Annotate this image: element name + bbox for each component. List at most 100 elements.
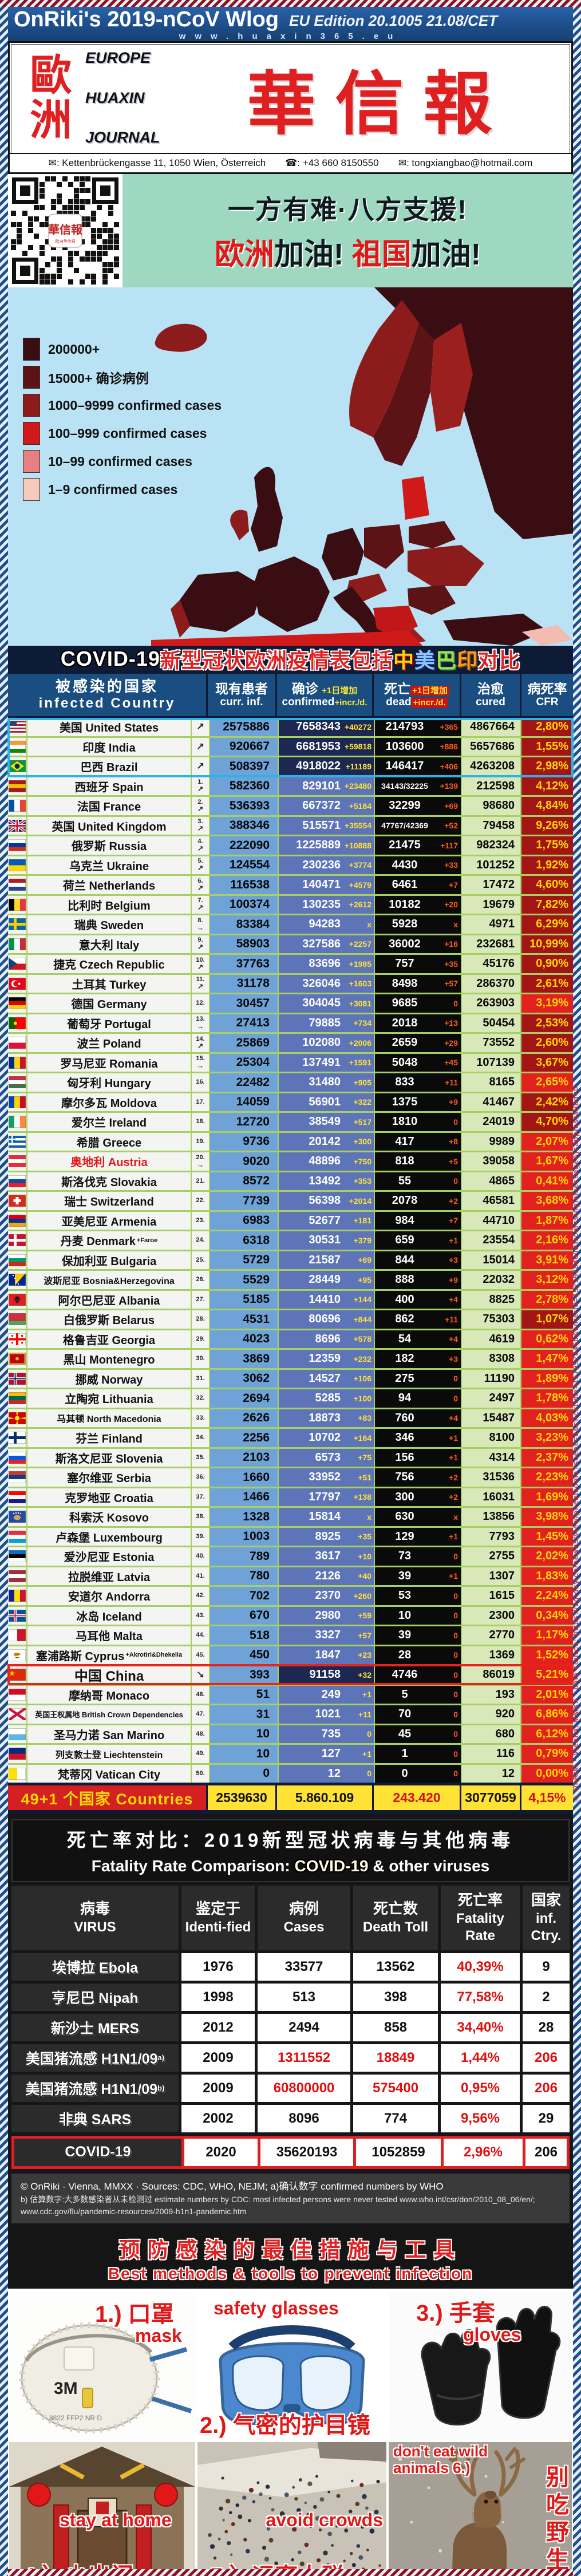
cell-confirmed: 52677 +181 xyxy=(279,1211,374,1230)
country-name: 西班牙 Spain xyxy=(27,777,191,795)
country-name: 马耳他 Malta xyxy=(27,1626,191,1645)
flag-british-crown-dependencies-icon xyxy=(8,1705,26,1724)
rank-trend: 22. xyxy=(192,1192,209,1210)
flag-france-icon xyxy=(8,797,26,815)
cell-cured: 116 xyxy=(462,1745,520,1763)
virus-name: 埃博拉 Ebola xyxy=(11,1953,179,1981)
cell-confirmed: 102080 +2006 xyxy=(279,1034,374,1052)
header-cured: 治愈 cured xyxy=(461,674,520,716)
cell-confirmed: 3327 +57 xyxy=(279,1626,374,1645)
table-row-czech-republic: 捷克 Czech Republic 10. ↗ 37763 83696 +1985 757 +… xyxy=(8,955,573,973)
cell-dead: 984 +7 xyxy=(375,1211,461,1230)
cell-cured: 23554 xyxy=(462,1231,520,1250)
masthead: 歐洲 EUROPE HUAXIN JOURNAL 華信報 ✉: Kettenbr… xyxy=(8,41,573,174)
table-row-lithuania: 立陶宛 Lithuania 32. 2694 5285 +100 94 0 2497 1,78% xyxy=(8,1389,573,1408)
cell-confirmed: 304045 +3081 xyxy=(279,994,374,1013)
cell-confirmed: 5285 +100 xyxy=(279,1389,374,1408)
virus-name: COVID-19 xyxy=(14,2138,181,2166)
cell-confirmed: 20142 +300 xyxy=(279,1132,374,1151)
virus-countries: 206 xyxy=(523,2044,570,2072)
cell-cured: 19679 xyxy=(462,895,520,914)
flag-ireland-icon xyxy=(8,1113,26,1131)
country-name: 德国 Germany xyxy=(27,994,191,1013)
cell-dead: 6461 +7 xyxy=(375,876,461,894)
goggles-label-en: safety glasses xyxy=(214,2298,339,2318)
virus-countries: 206 xyxy=(523,2074,570,2102)
rank-trend: 32. xyxy=(192,1389,209,1408)
cell-dead: 417 +8 xyxy=(375,1132,461,1151)
cell-current-infected: 31 xyxy=(210,1705,278,1724)
flag-slovenia-icon xyxy=(8,1448,26,1467)
cell-current-infected: 8572 xyxy=(210,1172,278,1190)
cell-dead: 818 +5 xyxy=(375,1152,461,1171)
rank-trend: 41. xyxy=(192,1567,209,1585)
country-name: 巴西 Brazil xyxy=(27,757,191,776)
cell-dead: 10 0 xyxy=(375,1606,461,1625)
cell-cfr: 1,92% xyxy=(521,856,573,874)
fatality-row-h1n1-09: 美国猪流感 H1N1/09 b) 2009 60800000 575400 0,95% 20… xyxy=(11,2074,570,2102)
header-dead: 死亡 +1日增加 dead +incr./d. xyxy=(374,674,460,716)
table-row-andorra: 安道尔 Andorra 42. 702 2370 +260 53 0 1615 2,24% xyxy=(8,1587,573,1605)
cell-dead: 45 0 xyxy=(375,1725,461,1743)
cell-confirmed: 130235 +2612 xyxy=(279,895,374,914)
cell-cfr: 0,62% xyxy=(521,1330,573,1348)
cell-cfr: 5,21% xyxy=(521,1666,573,1684)
virus-cases: 33577 xyxy=(258,1953,350,1981)
map-uk xyxy=(251,467,283,552)
country-name: 波兰 Poland xyxy=(27,1034,191,1052)
flag-finland-icon xyxy=(8,1429,26,1447)
top-border-stripe xyxy=(0,0,581,7)
rank-trend: 49. xyxy=(192,1745,209,1763)
flag-north-macedonia-icon xyxy=(8,1409,26,1427)
table-row-malta: 马耳他 Malta 44. 518 3327 +57 39 0 2770 1,17% xyxy=(8,1626,573,1645)
cell-cfr: 0,79% xyxy=(521,1745,573,1763)
table-title: COVID-19 新型冠状欧洲疫情表包括中美巴印对比 xyxy=(60,647,521,672)
rank-trend: 45. xyxy=(192,1646,209,1664)
flag-bulgaria-icon xyxy=(8,1251,26,1269)
legend-label: 1000–9999 confirmed cases xyxy=(48,397,222,413)
rank-trend: 34. xyxy=(192,1429,209,1447)
country-name: 瑞典 Sweden xyxy=(27,915,191,934)
cell-confirmed: 1847 +23 xyxy=(279,1646,374,1664)
slogan-red-word: 祖国 xyxy=(351,238,412,271)
goggles-label-zh: 2.) 气密的护目镜 xyxy=(200,2413,370,2438)
virus-countries: 2 xyxy=(523,1983,570,2011)
table-row-france: 法国 France 2. ↗ 536393 667372 +5184 32299 +69 986… xyxy=(8,797,573,815)
table-row-serbia: 塞尔维亚 Serbia 36. 1660 33952 +51 756 +2 31536 2,23… xyxy=(8,1468,573,1487)
cell-dead: 630 x xyxy=(375,1508,461,1526)
cell-cfr: 3,12% xyxy=(521,1271,573,1289)
cell-cfr: 3,91% xyxy=(521,1251,573,1269)
cell-cfr: 0,00% xyxy=(521,1764,573,1783)
cell-cfr: 2,42% xyxy=(521,1093,573,1111)
country-name: 俄罗斯 Russia xyxy=(27,836,191,855)
table-row-india: 印度 India ↗ 920667 6681953 +59818 103600 +886 56… xyxy=(8,737,573,756)
table-row-slovakia: 斯洛伐克 Slovakia 21. 8572 13492 +353 55 0 4865 0,41… xyxy=(8,1172,573,1190)
map-germany xyxy=(322,528,364,580)
flag-ukraine-icon xyxy=(8,856,26,874)
cell-current-infected: 1660 xyxy=(210,1468,278,1487)
country-name: 保加利亚 Bulgaria xyxy=(27,1251,191,1269)
website-link[interactable]: www.huaxin365.eu xyxy=(179,31,402,41)
rank-trend: 42. xyxy=(192,1587,209,1605)
virus-fatality-rate: 2,96% xyxy=(444,2138,523,2166)
rank-trend: 16. xyxy=(192,1073,209,1092)
rank-trend: 15. → xyxy=(192,1053,209,1072)
cell-current-infected: 37763 xyxy=(210,955,278,973)
legend-swatch xyxy=(23,394,40,417)
wild-label-en: don't eat wild animals 6.) xyxy=(393,2443,488,2476)
virus-cases: 35620193 xyxy=(260,2138,353,2166)
legend-item: 1000–9999 confirmed cases xyxy=(23,394,222,417)
flag-norway-icon xyxy=(8,1369,26,1388)
cell-current-infected: 789 xyxy=(210,1547,278,1566)
table-row-united-states: 美国 United States ↗ 2575886 7658343 +40272 214… xyxy=(8,718,573,736)
flag-greece-icon xyxy=(8,1132,26,1151)
phone-number[interactable]: ☎: +43 660 8150550 xyxy=(285,157,379,168)
cell-cured: 263903 xyxy=(462,994,520,1013)
cell-dead: 10182 +20 xyxy=(375,895,461,914)
email-address[interactable]: ✉: tongxiangbao@hotmail.com xyxy=(398,157,533,168)
map-russia xyxy=(374,287,573,539)
cell-cured: 107139 xyxy=(462,1053,520,1072)
cell-cfr: 2,37% xyxy=(521,1448,573,1467)
cell-confirmed: 2980 +59 xyxy=(279,1606,374,1625)
cell-dead: 760 +4 xyxy=(375,1409,461,1427)
